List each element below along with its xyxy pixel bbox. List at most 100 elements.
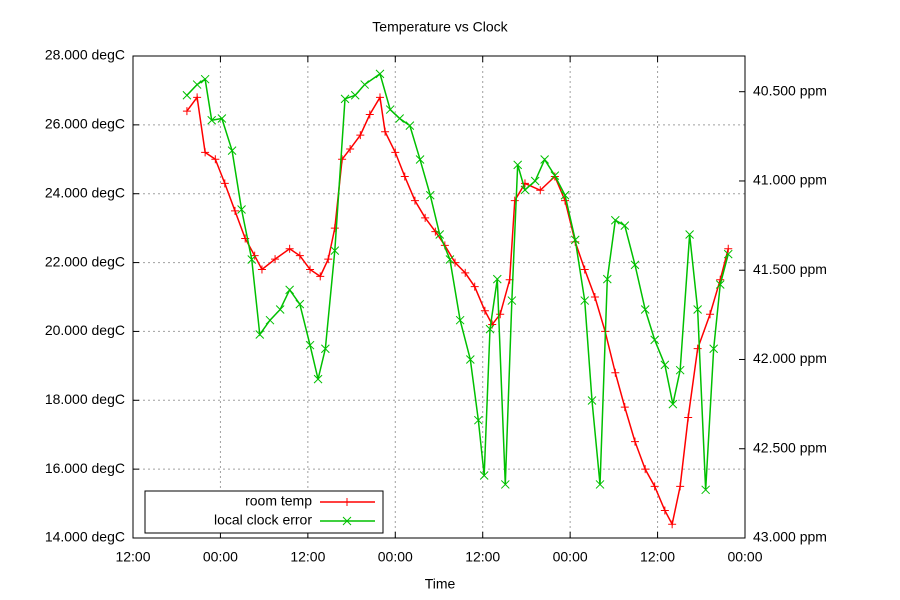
y2-tick-label: 41.500 ppm [753,261,827,277]
data-point [455,315,465,325]
data-point [602,274,612,284]
x-tick-label: 12:00 [115,549,150,565]
data-point [247,255,257,264]
data-point [650,335,660,345]
data-point [415,155,425,164]
data-point [425,190,435,200]
x-tick-label: 12:00 [640,549,675,565]
x-tick-label: 12:00 [465,549,500,565]
data-point [461,268,470,277]
data-point [684,413,693,422]
data-point [724,244,733,253]
data-point [500,480,510,489]
data-point [220,179,229,188]
y2-tick-label: 42.000 ppm [753,350,827,366]
data-point [431,227,440,236]
data-point [496,310,505,319]
data-point [295,251,304,260]
data-point [641,465,650,474]
y-tick-label: 18.000 degC [45,391,125,407]
data-point [715,280,725,289]
data-point [620,403,629,412]
y2-tick-label: 40.500 ppm [753,82,827,98]
data-point [660,506,669,515]
data-point [405,121,415,130]
y-tick-label: 20.000 degC [45,322,125,338]
data-point [257,265,266,274]
data-point [313,374,323,384]
y-tick-label: 22.000 degC [45,253,125,269]
data-point [201,148,210,157]
data-point [211,155,220,164]
data-point [485,324,495,334]
data-point [668,399,678,409]
data-point [640,305,650,314]
data-point [580,265,589,274]
data-point [316,272,325,281]
data-point [590,293,599,301]
y-tick-label: 24.000 degC [45,184,125,200]
chart-title: Temperature vs Clock [372,19,508,35]
data-point [271,255,280,264]
data-point [285,244,294,253]
data-point [395,114,405,123]
data-point [182,90,192,100]
data-point [421,213,430,222]
data-point [285,285,294,295]
y-tick-label: 28.000 degC [45,47,125,63]
y2-tick-label: 42.500 ppm [753,439,827,455]
x-axis-label: Time [425,576,456,592]
data-point [513,160,523,170]
data-point [237,205,246,214]
data-point [587,396,597,405]
data-point [295,299,305,309]
data-point [356,131,365,140]
data-point [410,196,419,205]
data-point [580,296,590,305]
data-point [231,206,239,215]
data-point [701,485,711,495]
data-point [520,185,530,195]
data-point [595,480,605,489]
data-point [445,255,455,264]
data-point [324,255,333,264]
data-point [375,69,385,79]
data-point [265,315,275,325]
data-point [675,365,685,375]
data-point [550,171,560,180]
data-point [338,155,347,164]
data-point [375,93,384,102]
legend-box [144,490,384,534]
data-point [365,110,374,119]
plot-border [132,55,746,539]
data-point [530,176,540,186]
data-point [560,190,570,200]
data-point [620,221,630,230]
x-tick-label: 00:00 [727,549,762,565]
legend-label: room temp [245,493,312,509]
x-tick-label: 00:00 [553,549,588,565]
data-point [306,265,315,274]
data-point [470,282,479,291]
data-point [536,186,545,195]
data-point [510,196,519,205]
data-point [255,330,265,339]
data-point [200,74,210,84]
data-point [350,90,360,100]
data-point [685,230,694,239]
data-point [320,344,330,354]
y-tick-label: 14.000 degC [45,529,125,545]
data-point [660,360,670,370]
legend-marker [343,498,351,506]
data-point [305,340,315,350]
data-point [465,355,475,364]
y-tick-label: 16.000 degC [45,460,125,476]
legend-label: local clock error [214,512,312,528]
x-tick-label: 00:00 [203,549,238,565]
data-point [473,415,483,425]
data-point [330,246,340,255]
data-point [650,482,659,491]
data-point [381,127,390,136]
data-point [227,146,237,155]
